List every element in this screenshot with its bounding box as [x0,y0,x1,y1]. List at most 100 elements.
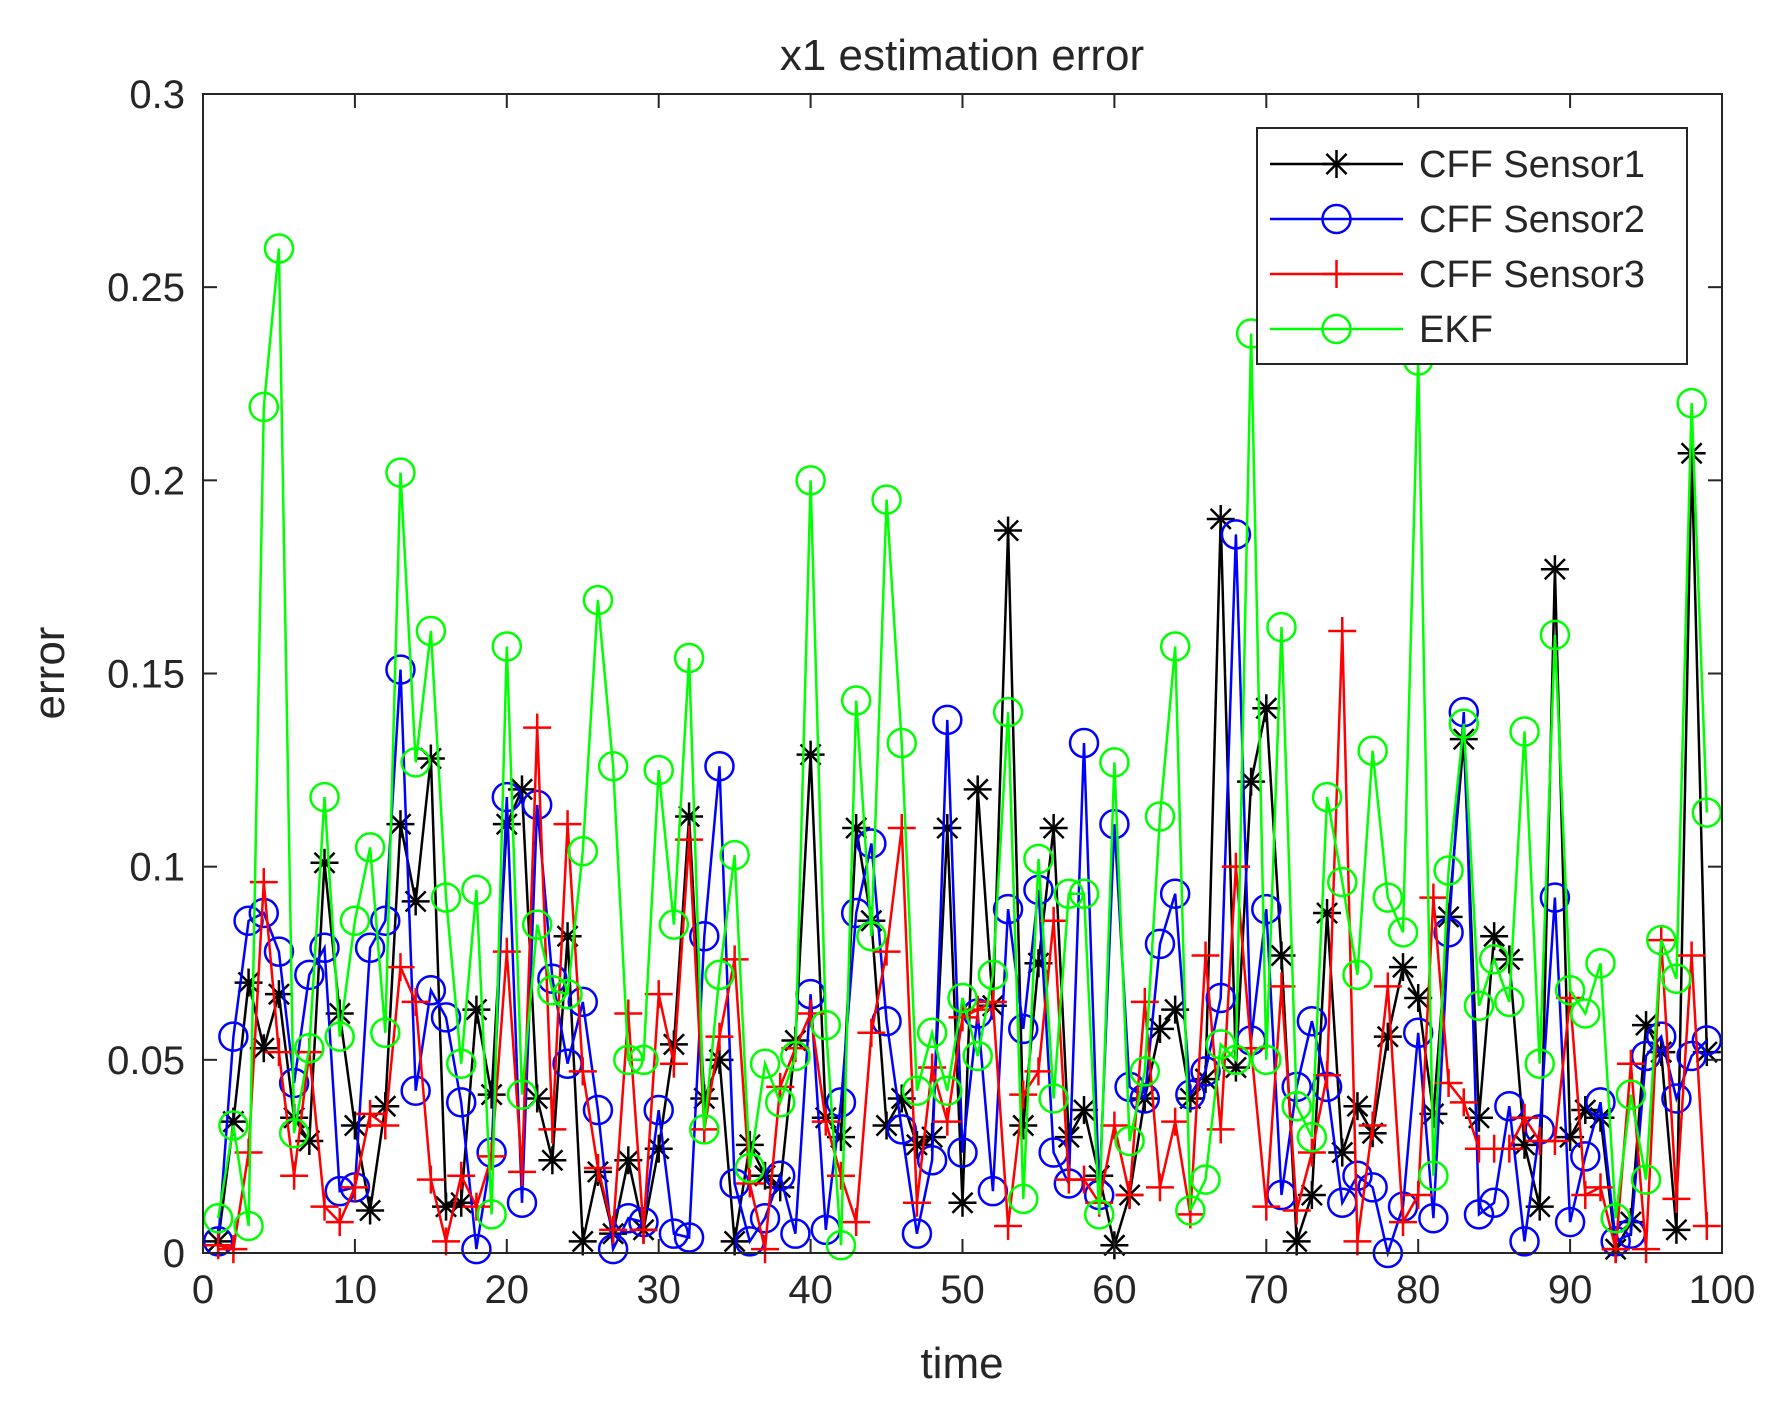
data-point-ekf [491,631,523,662]
data-point-cff-sensor1 [887,1084,916,1113]
legend-label: EKF [1419,309,1493,351]
data-point-cff-sensor3 [1389,1208,1418,1237]
data-point-cff-sensor3 [264,1038,293,1067]
data-point-ekf [370,1017,401,1049]
data-point-cff-sensor3 [432,1227,461,1256]
data-point-cff-sensor2 [445,1087,477,1118]
data-point-cff-sensor2 [1008,1013,1039,1045]
data-point-cff-sensor1 [1389,953,1418,982]
data-point-ekf [476,1199,507,1230]
data-point-ekf [916,1017,948,1049]
data-point-cff-sensor3 [1039,906,1068,935]
data-point-ekf [1008,1183,1039,1215]
data-point-ekf [1463,990,1495,1021]
data-point-cff-sensor1 [568,1227,597,1256]
data-point-cff-sensor1 [933,814,962,843]
data-point-ekf [582,584,614,616]
data-point-cff-sensor3 [371,1111,400,1140]
data-point-ekf [810,1009,842,1041]
data-point-ekf [597,750,629,782]
data-point-cff-sensor3 [766,1072,795,1101]
data-point-ekf [324,1021,355,1052]
data-point-cff-sensor1 [249,1034,278,1063]
data-point-cff-sensor3 [1070,1165,1099,1194]
data-point-ekf [1220,1044,1252,1076]
data-point-cff-sensor2 [780,1218,811,1249]
data-point-cff-sensor3 [1449,1088,1478,1117]
data-point-ekf [901,1075,933,1106]
x-tick-label: 40 [788,1268,833,1312]
data-point-cff-sensor2 [400,1075,431,1106]
data-point-ekf [354,832,386,863]
data-point-cff-sensor3 [1662,1184,1691,1213]
data-point-cff-sensor3 [204,1231,233,1260]
data-point-cff-sensor1 [477,1080,506,1109]
data-point-ekf [1159,631,1191,662]
data-point-ekf [1023,843,1054,875]
y-axis-label: error [25,627,74,720]
data-point-ekf [719,839,750,871]
data-point-cff-sensor3 [1100,1111,1129,1140]
data-point-ekf [430,882,462,913]
y-tick-label: 0.1 [129,846,185,890]
data-point-ekf [1372,882,1404,913]
data-point-ekf [1494,986,1525,1018]
data-point-ekf [567,835,598,867]
data-point-cff-sensor3 [1191,941,1220,970]
data-point-cff-sensor2 [1463,1199,1495,1230]
data-point-cff-sensor2 [992,893,1024,925]
data-point-cff-sensor3 [1343,1227,1372,1256]
data-point-ekf [1114,1125,1145,1157]
data-point-ekf [856,920,887,952]
data-point-cff-sensor3 [842,1208,871,1237]
data-point-ekf [1433,855,1464,886]
data-point-cff-sensor2 [643,1094,674,1126]
data-point-ekf [1068,878,1100,909]
data-point-cff-sensor1 [1282,1227,1311,1256]
data-point-cff-sensor3 [948,1003,977,1032]
data-point-ekf [385,457,416,488]
data-point-cff-sensor2 [461,1233,492,1265]
data-point-cff-sensor1 [1343,1092,1372,1121]
data-point-ekf [461,874,492,906]
data-point-ekf [1509,716,1540,747]
data-point-cff-sensor3 [583,1154,612,1183]
data-point-cff-sensor2 [370,905,401,937]
data-point-ekf [1418,1160,1449,1191]
data-point-cff-sensor2 [430,1002,462,1033]
data-point-cff-sensor2 [1509,1226,1540,1257]
data-point-cff-sensor3 [219,1235,248,1264]
data-point-cff-sensor1 [1252,694,1281,723]
data-point-cff-sensor2 [704,750,735,782]
data-point-cff-sensor3 [811,1107,840,1136]
series-line-cff-sensor2 [216,534,1708,1258]
data-point-cff-sensor3 [1328,617,1357,646]
data-point-cff-sensor2 [521,789,553,821]
data-point-cff-sensor3 [735,1169,764,1198]
data-point-cff-sensor2 [916,1145,948,1176]
data-point-ekf [1038,1083,1069,1114]
data-point-cff-sensor2 [567,986,598,1018]
legend-entry-ekf: EKF [1270,309,1493,351]
data-point-ekf [1387,917,1419,948]
data-point-ekf [1342,959,1373,991]
x-tick-label: 20 [485,1268,530,1312]
data-point-cff-sensor2 [1433,917,1464,948]
data-point-ekf [780,1040,811,1072]
legend-marker [1322,260,1351,288]
data-point-cff-sensor3 [1510,1103,1539,1132]
data-point-ekf [825,1230,857,1261]
data-point-ekf [1129,1056,1161,1087]
data-point-cff-sensor1 [872,1111,901,1140]
data-point-cff-sensor2 [582,1094,614,1126]
series-ekf [202,233,1723,1261]
legend-entry-cff-sensor1: CFF Sensor1 [1270,144,1645,186]
data-point-ekf [1190,1164,1221,1195]
data-point-cff-sensor2 [309,932,340,964]
data-point-cff-sensor2 [1251,893,1282,925]
data-point-cff-sensor2 [825,1087,857,1118]
data-point-cff-sensor3 [447,1161,476,1190]
data-point-ekf [932,1075,963,1106]
data-point-cff-sensor3 [720,945,749,974]
data-point-cff-sensor1 [1297,1181,1326,1210]
